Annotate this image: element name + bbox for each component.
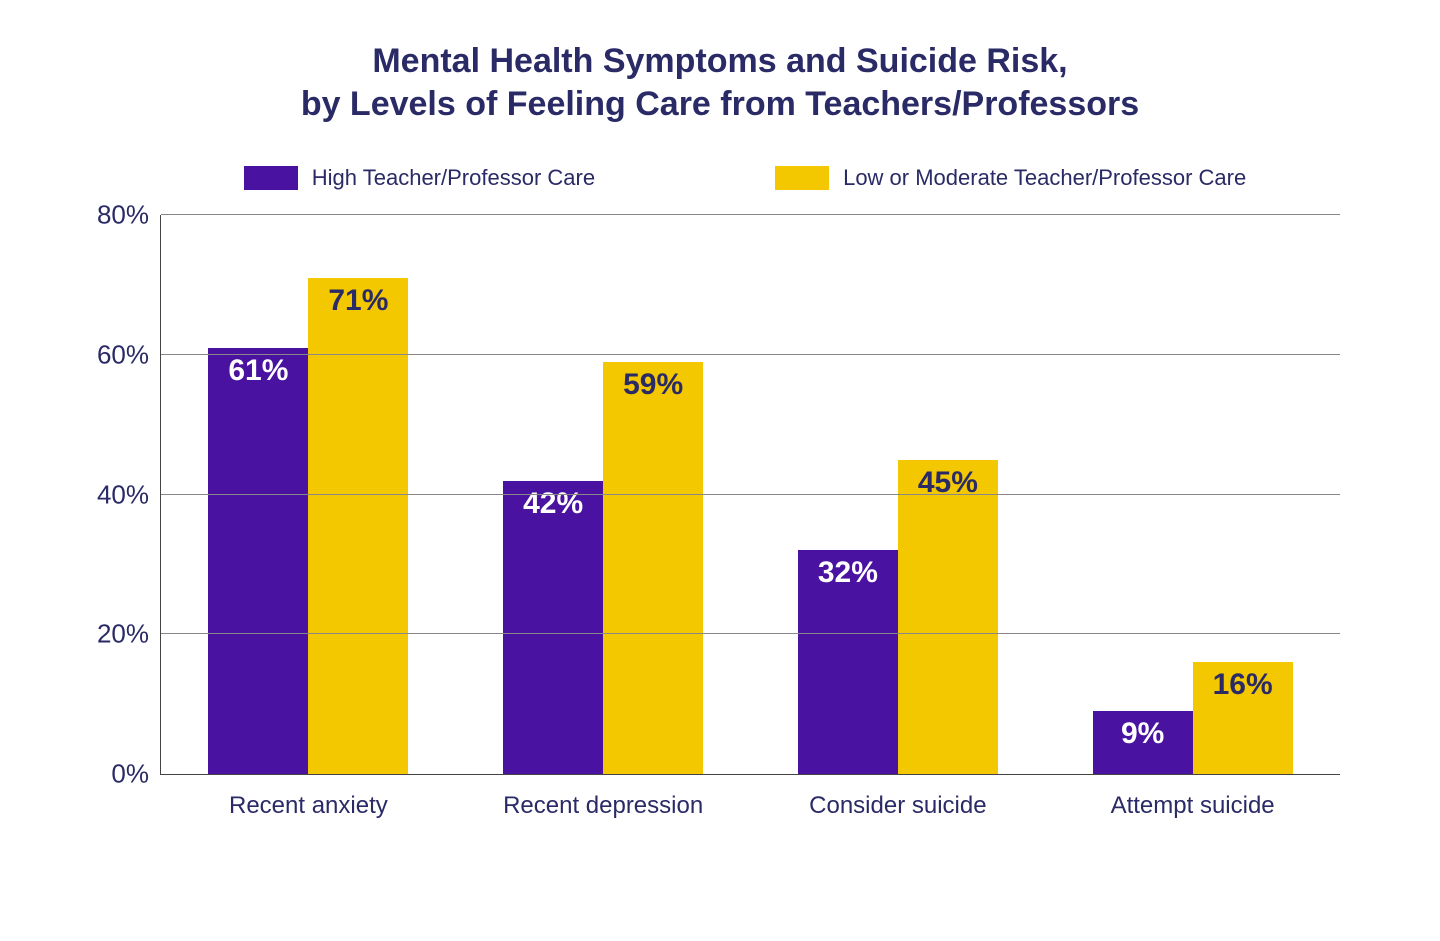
bar-group: 32%45%	[751, 215, 1046, 774]
bar: 45%	[898, 460, 998, 774]
gridline	[161, 354, 1340, 355]
chart-title-line-2: by Levels of Feeling Care from Teachers/…	[301, 85, 1139, 123]
gridline	[161, 214, 1340, 215]
bar: 16%	[1193, 662, 1293, 774]
gridline	[161, 494, 1340, 495]
y-tick-label: 20%	[97, 619, 161, 650]
bar: 59%	[603, 362, 703, 774]
bar: 42%	[503, 481, 603, 774]
bar-group: 42% 59%	[456, 215, 751, 774]
y-tick-label: 80%	[97, 200, 161, 231]
bar-group: 9%16%	[1045, 215, 1340, 774]
bar: 32%	[798, 550, 898, 774]
bar-value-label: 59%	[603, 368, 703, 402]
x-axis-label: Recent depression	[456, 792, 751, 820]
chart-title-line-1: Mental Health Symptoms and Suicide Risk,	[372, 42, 1067, 80]
bar-value-label: 32%	[798, 556, 898, 590]
legend-label: High Teacher/Professor Care	[312, 165, 595, 191]
y-tick-label: 60%	[97, 339, 161, 370]
x-axis-label: Attempt suicide	[1045, 792, 1340, 820]
plot-wrapper: 61%71%42%59%32%45%9%16% Recent anxietyRe…	[160, 215, 1340, 775]
chart-container: Mental Health Symptoms and Suicide Risk,…	[0, 0, 1440, 941]
bars-row: 61%71%42%59%32%45%9%16%	[161, 215, 1340, 774]
legend-swatch	[244, 166, 298, 190]
x-axis-label: Recent anxiety	[161, 792, 456, 820]
gridline	[161, 633, 1340, 634]
legend: High Teacher/Professor Care Low or Modera…	[60, 165, 1380, 191]
x-axis-labels: Recent anxietyRecent depressionConsider …	[161, 774, 1340, 820]
bar-value-label: 61%	[208, 354, 308, 388]
bar-value-label: 9%	[1093, 717, 1193, 751]
legend-item-1: Low or Moderate Teacher/Professor Care	[775, 165, 1246, 191]
bar-value-label: 16%	[1193, 668, 1293, 702]
bar: 9%	[1093, 711, 1193, 774]
chart-title: Mental Health Symptoms and Suicide Risk,…	[60, 40, 1380, 125]
bar-value-label: 42%	[503, 487, 603, 521]
plot-area: 61%71%42%59%32%45%9%16% Recent anxietyRe…	[160, 215, 1340, 775]
y-tick-label: 0%	[111, 759, 161, 790]
legend-swatch	[775, 166, 829, 190]
bar-group: 61% 71%	[161, 215, 456, 774]
bar-value-label: 71%	[308, 284, 408, 318]
legend-item-0: High Teacher/Professor Care	[244, 165, 595, 191]
y-tick-label: 40%	[97, 479, 161, 510]
x-axis-label: Consider suicide	[751, 792, 1046, 820]
bar: 61%	[208, 348, 308, 774]
legend-label: Low or Moderate Teacher/Professor Care	[843, 165, 1246, 191]
bar: 71%	[308, 278, 408, 774]
